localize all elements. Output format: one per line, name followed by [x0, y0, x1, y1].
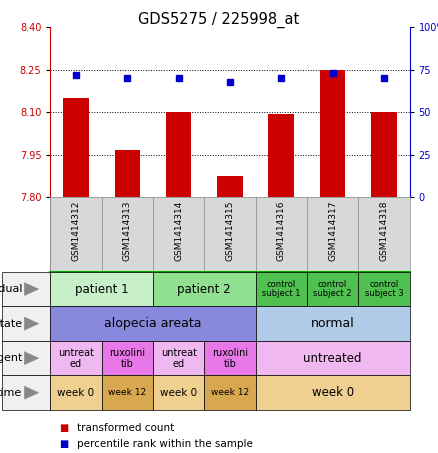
Bar — [217, 176, 243, 197]
Text: control
subject 2: control subject 2 — [313, 280, 352, 299]
Text: week 12: week 12 — [108, 388, 146, 397]
Text: untreat
ed: untreat ed — [58, 348, 94, 369]
Bar — [268, 114, 294, 197]
Bar — [320, 70, 346, 197]
Text: GSM1414312: GSM1414312 — [71, 201, 81, 261]
Text: patient 2: patient 2 — [177, 283, 231, 295]
Text: week 0: week 0 — [311, 386, 353, 399]
Text: ■: ■ — [59, 439, 68, 449]
Text: disease state: disease state — [0, 318, 22, 328]
Text: alopecia areata: alopecia areata — [104, 317, 202, 330]
Text: control
subject 1: control subject 1 — [262, 280, 300, 299]
Text: agent: agent — [0, 353, 22, 363]
Bar — [63, 98, 89, 197]
Text: time: time — [0, 388, 22, 398]
Text: GSM1414317: GSM1414317 — [328, 201, 337, 261]
Text: week 0: week 0 — [160, 388, 197, 398]
Text: GSM1414315: GSM1414315 — [226, 201, 234, 261]
Text: ruxolini
tib: ruxolini tib — [109, 348, 145, 369]
Text: ■: ■ — [59, 423, 68, 433]
Text: normal: normal — [311, 317, 354, 330]
Text: GSM1414313: GSM1414313 — [123, 201, 132, 261]
Text: GSM1414316: GSM1414316 — [277, 201, 286, 261]
Bar — [166, 112, 191, 197]
Text: GSM1414318: GSM1414318 — [379, 201, 389, 261]
Text: control
subject 3: control subject 3 — [364, 280, 403, 299]
Text: GSM1414314: GSM1414314 — [174, 201, 183, 261]
Text: week 12: week 12 — [211, 388, 249, 397]
Text: GDS5275 / 225998_at: GDS5275 / 225998_at — [138, 11, 300, 28]
Bar — [114, 150, 140, 197]
Text: ruxolini
tib: ruxolini tib — [212, 348, 248, 369]
Text: individual: individual — [0, 284, 22, 294]
Text: transformed count: transformed count — [77, 423, 174, 433]
Text: week 0: week 0 — [57, 388, 95, 398]
Text: percentile rank within the sample: percentile rank within the sample — [77, 439, 253, 449]
Text: untreated: untreated — [304, 352, 362, 365]
Text: patient 1: patient 1 — [75, 283, 128, 295]
Text: untreat
ed: untreat ed — [161, 348, 197, 369]
Bar — [371, 112, 397, 197]
